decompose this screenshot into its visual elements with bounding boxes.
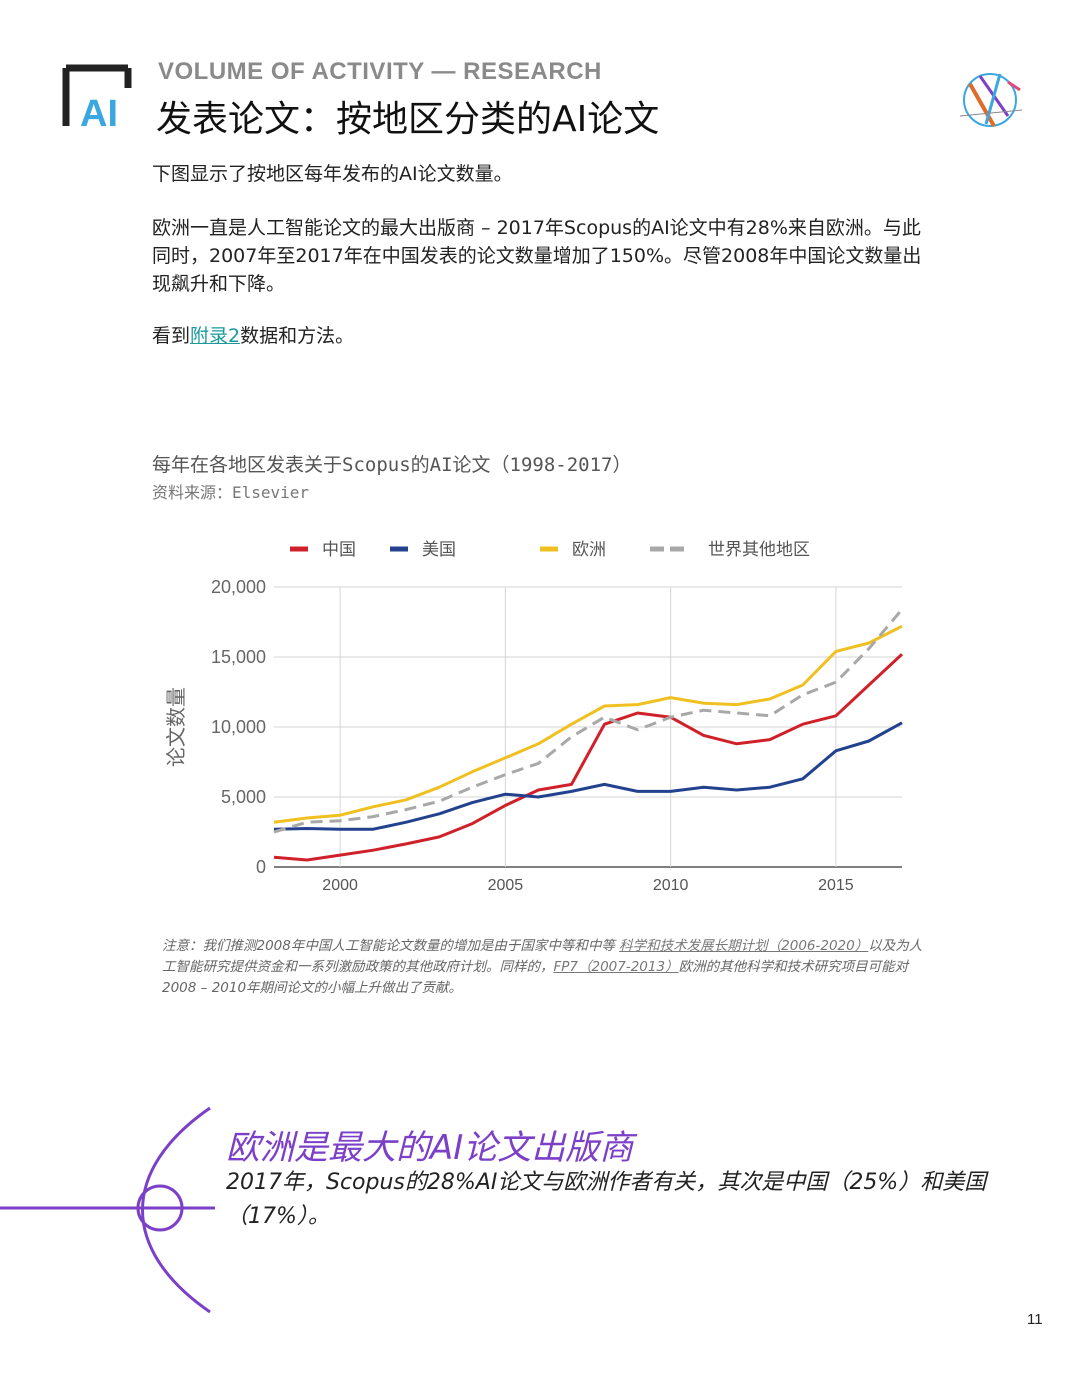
page-title: 发表论文：按地区分类的AI论文 bbox=[156, 99, 660, 140]
series-line bbox=[273, 624, 903, 824]
y-tick-label: 20,000 bbox=[211, 577, 266, 597]
y-tick-label: 15,000 bbox=[211, 647, 266, 667]
note-text-3: 欧洲的其他科学和技术研究项目可能对2008 – 2010年期间论文的小幅上升做出… bbox=[162, 959, 909, 996]
y-tick-label: 5,000 bbox=[221, 787, 266, 807]
ai-emblem-icon bbox=[950, 64, 1030, 134]
series-line bbox=[273, 721, 903, 831]
series-line bbox=[273, 608, 904, 834]
x-tick-label: 2010 bbox=[653, 877, 689, 894]
x-tick-label: 2000 bbox=[322, 877, 358, 894]
note-link-plan[interactable]: 科学和技术发展长期计划（2006-2020） bbox=[619, 938, 869, 954]
x-tick-label: 2005 bbox=[488, 877, 524, 894]
note-text-1: 注意：我们推测2008年中国人工智能论文数量的增加是由于国家中等和中等 bbox=[162, 938, 620, 954]
page-number: 11 bbox=[1027, 1311, 1043, 1328]
appendix-reference: 看到附录2数据和方法。 bbox=[152, 322, 922, 350]
note-link-fp7[interactable]: FP7（2007-2013） bbox=[553, 959, 679, 975]
y-axis-label: 论文数量 bbox=[165, 687, 188, 767]
logo-text: AI bbox=[80, 93, 118, 130]
intro-paragraph: 欧洲一直是人工智能论文的最大出版商 – 2017年Scopus的AI论文中有28… bbox=[152, 217, 922, 295]
legend-label: 世界其他地区 bbox=[708, 540, 810, 559]
series-line bbox=[273, 653, 904, 862]
see-suffix: 数据和方法。 bbox=[240, 325, 355, 347]
appendix-link[interactable]: 附录2 bbox=[190, 325, 241, 347]
callout-title: 欧洲是最大的AI论文出版商 bbox=[226, 1128, 634, 1168]
legend-label: 中国 bbox=[322, 540, 356, 559]
legend-label: 欧洲 bbox=[572, 540, 606, 559]
callout-decoration bbox=[0, 1106, 215, 1314]
x-tick-label: 2015 bbox=[818, 877, 854, 894]
chart-title: 每年在各地区发表关于Scopus的AI论文（1998-2017） bbox=[152, 454, 632, 476]
section-label: VOLUME OF ACTIVITY — RESEARCH bbox=[158, 58, 602, 85]
legend-label: 美国 bbox=[422, 540, 456, 559]
chart-note: 注意：我们推测2008年中国人工智能论文数量的增加是由于国家中等和中等 科学和技… bbox=[162, 936, 932, 999]
y-tick-label: 0 bbox=[256, 857, 266, 877]
see-prefix: 看到 bbox=[152, 325, 191, 347]
y-tick-label: 10,000 bbox=[211, 717, 266, 737]
ai-index-logo: AI bbox=[62, 64, 142, 135]
line-chart: 0 5,000 10,000 15,000 20,000 2000 2005 2010 2015… bbox=[165, 540, 904, 894]
callout-body: 2017年，Scopus的28%AI论文与欧洲作者有关，其次是中国（25%）和美… bbox=[226, 1170, 987, 1229]
intro-line: 下图显示了按地区每年发布的AI论文数量。 bbox=[152, 163, 513, 185]
chart-source: 资料来源：Elsevier bbox=[152, 483, 310, 502]
note-text-2: 以及为人工智能研究提供资金和一系列激励政策的其他政府计划。同样的， bbox=[162, 938, 923, 975]
